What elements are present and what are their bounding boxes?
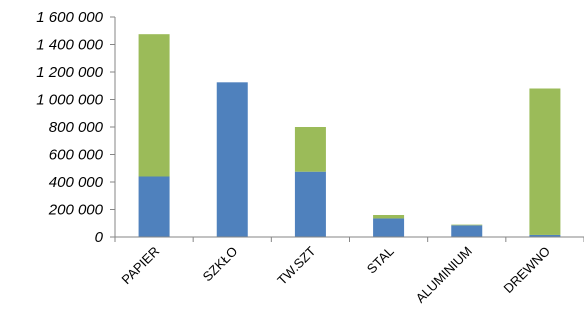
x-category-label: ALUMINIUM — [413, 244, 475, 306]
y-tick-label: 0 — [95, 229, 104, 246]
bar-segment-2 — [373, 215, 405, 219]
bar-segment-1 — [373, 218, 405, 237]
y-tick-label: 800 000 — [49, 119, 104, 136]
x-category-label: PAPIER — [119, 244, 163, 288]
y-tick-label: 1 600 000 — [36, 9, 103, 26]
y-tick-label: 400 000 — [49, 174, 104, 191]
x-category-label: STAL — [364, 244, 397, 277]
x-category-label: SZKŁO — [200, 244, 241, 285]
bar-segment-2 — [451, 224, 483, 226]
bar-segment-2 — [138, 34, 170, 177]
y-tick-label: 200 000 — [48, 202, 104, 219]
y-tick-label: 1 000 000 — [36, 92, 103, 109]
y-axis-ticks: 0 200 000 400 000 600 000 800 000 1 000 000 1 … — [36, 9, 115, 246]
bar-segment-1 — [451, 225, 483, 237]
y-tick-label: 1 400 000 — [36, 37, 103, 54]
bar-segment-1 — [216, 82, 248, 237]
bar-segment-1 — [529, 234, 561, 237]
bar-segment-1 — [138, 176, 170, 237]
bar-segment-2 — [294, 127, 326, 172]
y-tick-label: 1 200 000 — [36, 64, 103, 81]
bars-layer — [138, 34, 561, 237]
bar-segment-2 — [529, 88, 561, 235]
x-category-label: TW.SZT — [274, 243, 318, 287]
x-axis-ticks: PAPIER SZKŁO TW.SZT STAL ALUMINIUM DREWNO — [114, 237, 584, 306]
x-category-label: DREWNO — [501, 244, 553, 296]
bar-segment-1 — [294, 171, 326, 237]
y-tick-label: 600 000 — [49, 147, 104, 164]
